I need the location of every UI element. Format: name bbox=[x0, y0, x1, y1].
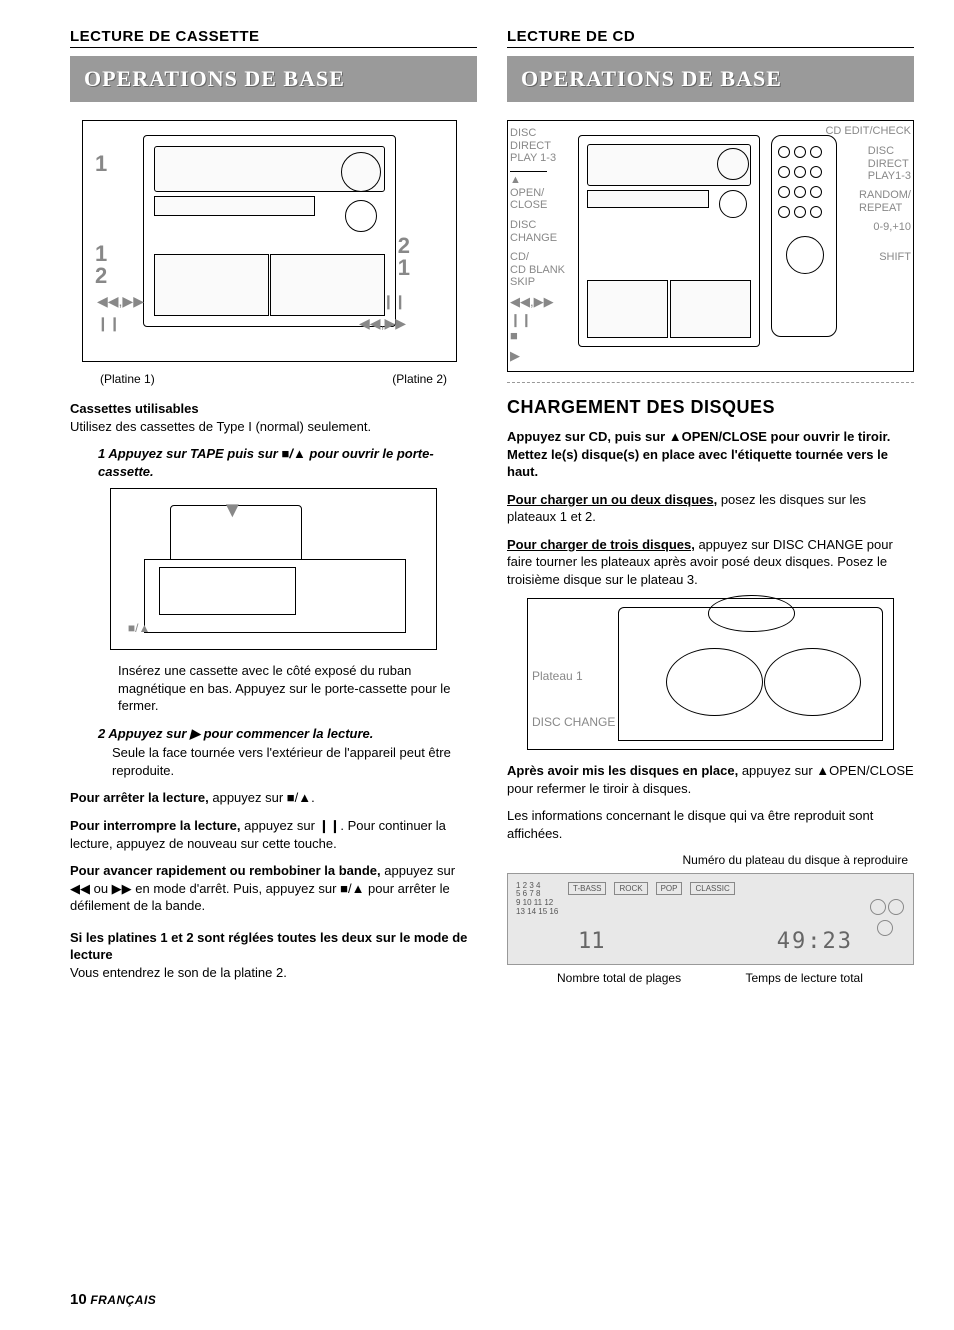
callout-disc-direct-r: DISCDIRECTPLAY1-3 bbox=[868, 145, 911, 183]
platine1-label: (Platine 1) bbox=[100, 372, 155, 386]
anno-total-time: Temps de lecture total bbox=[726, 971, 915, 985]
load3-lead: Pour charger de trois disques, bbox=[507, 537, 695, 552]
step2-lead: 2 Appuyez sur ▶ pour commencer la lectur… bbox=[98, 726, 373, 741]
cassettes-title: Cassettes utilisables bbox=[70, 401, 199, 416]
callout-open-close: ▲OPEN/CLOSE bbox=[510, 171, 547, 212]
figure-cd-stereo-remote: DISCDIRECTPLAY 1-3 ▲OPEN/CLOSE DISCCHANG… bbox=[507, 120, 914, 372]
stop-eject-label: ■/▲ bbox=[128, 621, 150, 635]
ff-label: Pour avancer rapidement ou rembobiner la… bbox=[70, 863, 381, 878]
both-title: Si les platines 1 et 2 sont réglées tout… bbox=[70, 930, 467, 963]
step1-desc: Insérez une cassette avec le côté exposé… bbox=[118, 662, 477, 715]
divider bbox=[507, 382, 914, 383]
figure-display: 1 2 3 45 6 7 89 10 11 1213 14 15 16 T-BA… bbox=[507, 873, 914, 965]
display-track-count: 11 bbox=[578, 929, 605, 954]
step2-desc: Seule la face tournée vers l'extérieur d… bbox=[112, 744, 477, 779]
both-text: Vous entendrez le son de la platine 2. bbox=[70, 965, 287, 980]
banner-cd: OPERATIONS DE BASE bbox=[507, 56, 914, 102]
rewind-ff-icon-2: ◀◀,▶▶ bbox=[359, 315, 406, 332]
anno-total-tracks: Nombre total de plages bbox=[507, 971, 726, 985]
stop-text: appuyez sur ■/▲. bbox=[212, 790, 314, 805]
callout-cd-blank-skip: CD/CD BLANKSKIP bbox=[510, 251, 565, 289]
display-total-time: 49:23 bbox=[777, 929, 853, 954]
plateau1-label: Plateau 1 bbox=[532, 669, 583, 683]
pause-icon: ❙❙ bbox=[97, 315, 120, 332]
column-cd: LECTURE DE CD OPERATIONS DE BASE DISCDIR… bbox=[507, 28, 914, 991]
callout-shift: SHIFT bbox=[879, 251, 911, 264]
stop-label: Pour arrêter la lecture, bbox=[70, 790, 209, 805]
chip-pop: POP bbox=[656, 882, 683, 895]
discchange-label: DISC CHANGE bbox=[532, 715, 615, 729]
cd-intro: Appuyez sur CD, puis sur ▲OPEN/CLOSE pou… bbox=[507, 428, 914, 481]
page-footer: 10 FRANÇAIS bbox=[70, 1291, 156, 1308]
callout-num-2a: 2 bbox=[95, 263, 107, 289]
page-language: FRANÇAIS bbox=[90, 1293, 156, 1307]
chip-rock: ROCK bbox=[614, 882, 647, 895]
charge-title: CHARGEMENT DES DISQUES bbox=[507, 397, 914, 418]
display-track-grid: 1 2 3 45 6 7 89 10 11 1213 14 15 16 bbox=[516, 882, 558, 917]
callout-disc-direct: DISCDIRECTPLAY 1-3 bbox=[510, 127, 556, 165]
callout-stop: ■ bbox=[510, 329, 518, 344]
arrow-down-icon: ▼ bbox=[222, 497, 244, 523]
banner-cassette: OPERATIONS DE BASE bbox=[70, 56, 477, 102]
figure-cassette-insert: ▼ ■/▲ bbox=[110, 488, 437, 650]
step1-lead: 1 Appuyez sur TAPE puis sur ■/▲ pour ouv… bbox=[98, 446, 434, 479]
section-title-cd: LECTURE DE CD bbox=[507, 28, 914, 48]
section-title-cassette: LECTURE DE CASSETTE bbox=[70, 28, 477, 48]
after-info: Les informations concernant le disque qu… bbox=[507, 807, 914, 842]
load12-lead: Pour charger un ou deux disques, bbox=[507, 492, 717, 507]
pause-icon-2: ❙❙ bbox=[383, 293, 406, 310]
figure-cassette-stereo: 1 1 2 2 1 ◀◀,▶▶ ❙❙ ❙❙ ◀◀,▶▶ bbox=[82, 120, 457, 362]
callout-0-9-10: 0-9,+10 bbox=[873, 221, 911, 234]
callout-disc-change: DISCCHANGE bbox=[510, 219, 557, 244]
callout-rew-ff: ◀◀,▶▶ bbox=[510, 295, 554, 310]
chip-classic: CLASSIC bbox=[690, 882, 734, 895]
display-disc-icons bbox=[869, 898, 905, 940]
cassettes-text: Utilisez des cassettes de Type I (normal… bbox=[70, 419, 371, 434]
callout-num-1a: 1 bbox=[95, 151, 107, 177]
disp-top-label: Numéro du plateau du disque à reproduire bbox=[507, 853, 908, 867]
callout-random-repeat: RANDOM/REPEAT bbox=[859, 189, 911, 214]
pause-label: Pour interrompre la lecture, bbox=[70, 818, 241, 833]
chip-tbass: T-BASS bbox=[568, 882, 606, 895]
callout-play: ▶ bbox=[510, 349, 520, 364]
column-cassette: LECTURE DE CASSETTE OPERATIONS DE BASE 1… bbox=[70, 28, 477, 991]
page-number: 10 bbox=[70, 1291, 87, 1308]
callout-num-1c: 1 bbox=[398, 255, 410, 281]
display-eq-chips: T-BASS ROCK POP CLASSIC bbox=[568, 882, 735, 895]
platine2-label: (Platine 2) bbox=[392, 372, 447, 386]
figure-cd-tray: Plateau 1 DISC CHANGE bbox=[527, 598, 894, 750]
after-lead: Après avoir mis les disques en place, bbox=[507, 763, 738, 778]
callout-pause: ❙❙ bbox=[510, 313, 532, 328]
rewind-ff-icon: ◀◀,▶▶ bbox=[97, 293, 144, 310]
callout-cd-edit: CD EDIT/CHECK bbox=[825, 125, 911, 138]
